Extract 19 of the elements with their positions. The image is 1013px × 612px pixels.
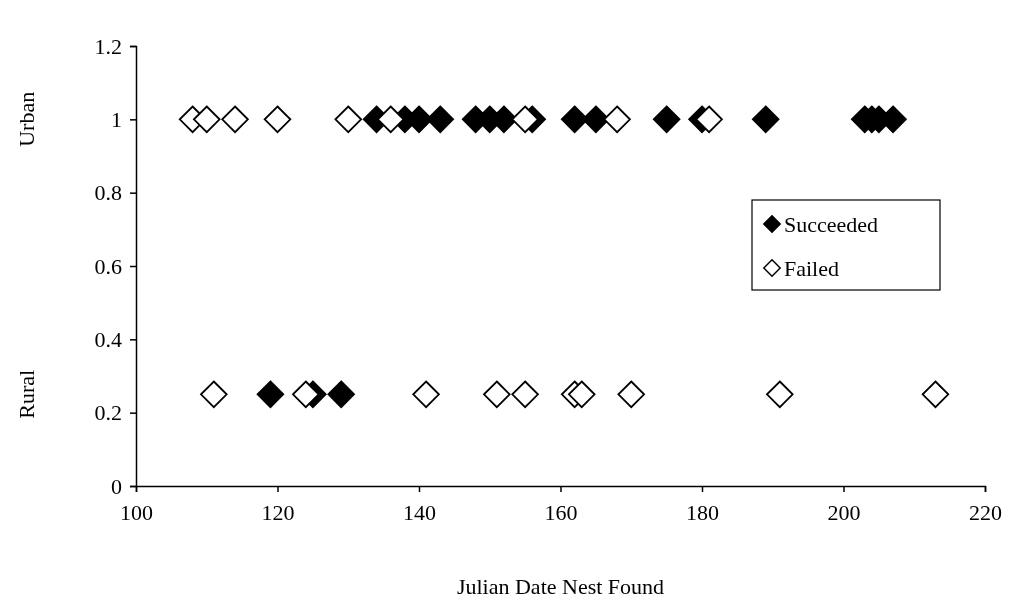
x-tick-label: 120	[261, 499, 295, 525]
x-tick-label: 160	[544, 499, 578, 525]
x-tick-label: 200	[827, 499, 861, 525]
y-tick-label: 0.2	[94, 400, 122, 426]
y-tick-label: 0	[111, 473, 122, 499]
y-tick-label: 1.2	[94, 33, 122, 59]
x-tick-label: 140	[403, 499, 436, 525]
x-tick-label: 100	[120, 499, 153, 525]
y-tick-label: 0.6	[94, 253, 122, 279]
text: Rural	[14, 369, 39, 419]
legend-label: Failed	[784, 256, 839, 281]
legend-label: Succeeded	[784, 212, 879, 237]
y-tick-label: 0.4	[94, 326, 122, 352]
y-tick-label: 1	[111, 106, 122, 132]
x-tick-label: 220	[969, 499, 1002, 525]
x-tick-label: 180	[686, 499, 719, 525]
x-axis-title: Julian Date Nest Found	[456, 574, 665, 599]
y-tick-label: 0.8	[94, 180, 122, 206]
text: Urban	[14, 91, 39, 147]
